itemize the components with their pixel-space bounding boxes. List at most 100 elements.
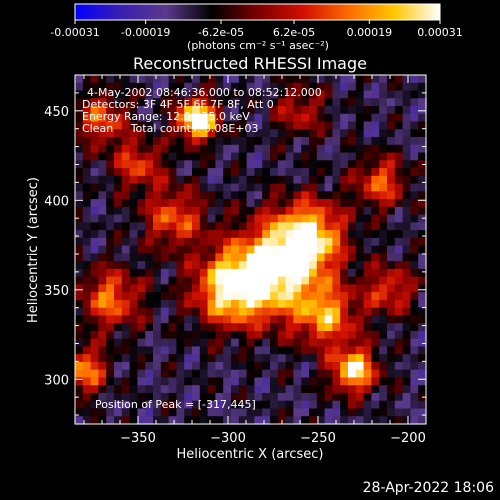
heatmap-cell [254,175,263,185]
heatmap-cell [285,106,294,115]
heatmap-cell [75,276,84,285]
heatmap-cell [114,137,123,146]
heatmap-cell [145,369,154,379]
heatmap-cell [332,75,341,84]
heatmap-cell [215,315,224,324]
heatmap-cell [371,369,380,379]
heatmap-cell [270,168,279,177]
heatmap-cell [98,175,107,185]
heatmap-cell [184,245,193,254]
heatmap-cell [231,392,240,402]
heatmap-cell [301,276,310,285]
heatmap-cell [262,323,271,332]
heatmap-cell [199,230,209,239]
heatmap-cell [106,144,115,154]
heatmap-cell [410,416,419,425]
heatmap-cell [355,284,365,293]
heatmap-cell [145,152,154,161]
heatmap-cell [153,392,162,402]
heatmap-cell [355,144,365,154]
heatmap-cell [316,253,326,262]
heatmap-cell [82,253,92,262]
heatmap-cell [316,144,326,154]
heatmap-cell [277,253,287,262]
heatmap-cell [137,106,146,115]
heatmap-cell [270,230,279,239]
heatmap-cell [145,175,154,185]
heatmap-cell [82,377,92,386]
heatmap-cell [309,230,318,239]
heatmap-cell [285,175,294,185]
heatmap-cell [199,129,209,138]
heatmap-cell [387,199,396,208]
heatmap-cell [137,152,146,161]
heatmap-cell [145,268,154,278]
heatmap-cell [309,160,318,169]
heatmap-cell [75,377,84,386]
heatmap-cell [270,121,279,130]
heatmap-cell [371,175,380,185]
heatmap-cell [106,113,115,123]
heatmap-cell [75,106,84,115]
heatmap-cell [293,284,302,293]
heatmap-cell [371,98,380,107]
heatmap-cell [223,299,232,309]
heatmap-cell [332,416,341,425]
heatmap-cell [316,137,326,146]
heatmap-cell [270,237,279,247]
heatmap-cell [394,106,404,115]
heatmap-cell [410,106,419,115]
heatmap-cell [207,214,216,223]
heatmap-cell [207,346,216,355]
heatmap-cell [145,230,154,239]
heatmap-cell [277,369,287,379]
heatmap-cell [355,160,365,169]
heatmap-cell [129,160,138,169]
heatmap-cell [153,237,162,247]
heatmap-cell [231,129,240,138]
heatmap-cell [410,152,419,161]
heatmap-cell [355,408,365,417]
heatmap-cell [394,330,404,340]
heatmap-cell [168,292,177,301]
heatmap-cell [223,245,232,254]
heatmap-cell [129,323,138,332]
heatmap-cell [90,284,99,293]
heatmap-cell [402,106,411,115]
heatmap-cell [168,121,177,130]
heatmap-cell [90,361,99,371]
heatmap-cell [418,338,427,348]
heatmap-cell [199,361,209,371]
heatmap-cell [98,261,107,270]
heatmap-cell [309,400,318,410]
heatmap-cell [394,385,404,394]
heatmap-cell [160,299,170,309]
heatmap-cell [371,168,380,177]
heatmap-cell [153,253,162,262]
heatmap-cell [114,338,123,348]
heatmap-cell [348,75,357,84]
heatmap-cell [153,113,162,123]
heatmap-cell [98,400,107,410]
heatmap-cell [75,230,84,239]
heatmap-cell [160,323,170,332]
heatmap-cell [90,346,99,355]
heatmap-cell [75,199,84,208]
heatmap-cell [192,245,201,254]
heatmap-cell [121,408,131,417]
heatmap-cell [137,230,146,239]
heatmap-cell [293,408,302,417]
heatmap-cell [301,261,310,270]
heatmap-cell [75,75,84,84]
heatmap-cell [379,206,388,216]
heatmap-cell [418,106,427,115]
heatmap-cell [192,369,201,379]
heatmap-cell [192,206,201,216]
x-axis-label: Heliocentric X (arcsec) [177,447,324,462]
heatmap-cell [207,315,216,324]
heatmap-cell [176,237,185,247]
heatmap-cell [176,323,185,332]
heatmap-cell [340,408,349,417]
heatmap-cell [176,338,185,348]
heatmap-cell [90,354,99,363]
